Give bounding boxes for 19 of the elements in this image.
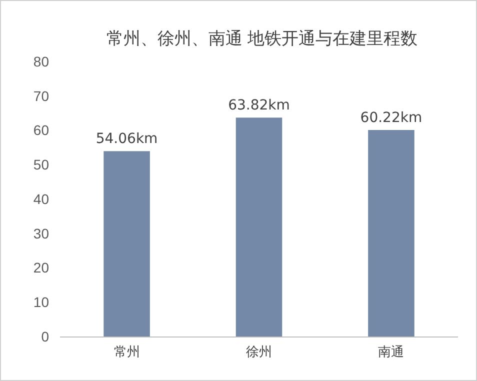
bar	[368, 130, 414, 337]
data-label: 54.06km	[96, 131, 158, 148]
y-tick-label: 50	[33, 156, 50, 173]
data-label: 63.82km	[228, 98, 290, 114]
chart-title: 常州、徐州、南通 地铁开通与在建里程数	[106, 29, 418, 49]
x-tick-label: 徐州	[246, 344, 272, 360]
y-tick-label: 30	[33, 225, 50, 242]
y-tick-label: 70	[33, 88, 50, 104]
bar	[236, 118, 282, 337]
y-tick-label: 40	[33, 190, 50, 207]
y-tick-label: 10	[33, 294, 50, 310]
y-tick-label: 0	[41, 328, 50, 344]
x-tick-label: 常州	[114, 344, 140, 360]
bar	[104, 151, 150, 337]
y-tick-label: 20	[33, 260, 50, 276]
data-label: 60.22km	[360, 110, 422, 126]
x-tick-label: 南通	[378, 344, 404, 360]
y-tick-label: 60	[33, 122, 50, 138]
y-tick-label: 80	[33, 53, 50, 70]
